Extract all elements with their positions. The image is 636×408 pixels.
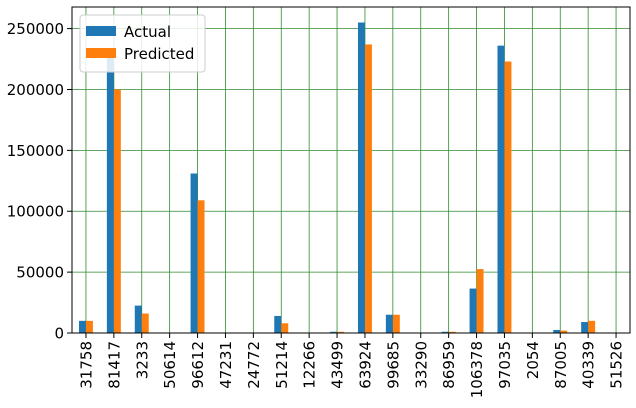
bar-actual-96612 (190, 173, 198, 333)
bar-predicted-87005 (560, 330, 568, 333)
x-tick-label: 24772 (245, 341, 263, 389)
x-tick-label: 86959 (440, 341, 458, 389)
legend-label-predicted: Predicted (124, 45, 194, 63)
bar-predicted-97035 (504, 61, 512, 333)
y-axis: 0 50000 100000 150000 200000 250000 (7, 20, 72, 343)
x-tick-label: 33290 (412, 341, 430, 389)
x-tick-label: 63924 (356, 341, 374, 389)
bar-actual-43499 (330, 331, 338, 333)
legend-label-actual: Actual (124, 23, 171, 41)
bar-actual-87005 (553, 329, 561, 333)
bar-predicted-43499 (337, 331, 345, 333)
bar-actual-51214 (274, 315, 282, 333)
bar-predicted-3233 (141, 313, 149, 333)
bar-actual-97035 (497, 45, 505, 334)
bar-predicted-99685 (392, 314, 400, 333)
y-tick-label: 250000 (7, 20, 64, 38)
bar-predicted-51214 (281, 323, 289, 333)
bar-actual-3233 (134, 305, 142, 333)
y-tick-label: 150000 (7, 142, 64, 160)
plot-frame (71, 6, 631, 334)
y-tick-label: 0 (54, 325, 64, 343)
bar-predicted-63924 (364, 44, 372, 333)
x-tick-label: 99685 (384, 341, 402, 389)
x-tick-label: 47231 (217, 341, 235, 389)
legend: Actual Predicted (79, 14, 206, 73)
bar-actual-81417 (106, 54, 114, 333)
y-tick-label: 100000 (7, 203, 64, 221)
x-tick-label: 43499 (329, 341, 347, 389)
y-tick-label: 200000 (7, 81, 64, 99)
y-tick-label: 50000 (16, 264, 64, 282)
x-tick-label: 51526 (608, 341, 626, 389)
x-tick-label: 40339 (580, 341, 598, 389)
bar-actual-99685 (385, 314, 393, 333)
bars (78, 22, 596, 334)
x-tick-label: 51214 (273, 341, 291, 389)
x-tick-label: 106378 (468, 341, 486, 398)
x-tick-label: 50614 (161, 341, 179, 389)
x-tick-label: 87005 (552, 341, 570, 389)
bar-actual-31758 (78, 320, 86, 333)
x-tick-label: 2054 (524, 341, 542, 379)
bar-actual-106378 (469, 288, 477, 333)
x-tick-label: 31758 (77, 341, 95, 389)
legend-swatch-actual (86, 26, 116, 36)
x-tick-label: 96612 (189, 341, 207, 389)
bar-predicted-96612 (197, 200, 205, 333)
x-axis: 31758 81417 3233 50614 96612 47231 24772 51214 1… (77, 333, 626, 398)
bar-predicted-31758 (85, 320, 93, 333)
bar-predicted-81417 (113, 89, 121, 334)
bar-actual-40339 (581, 322, 589, 333)
bar-actual-63924 (357, 22, 365, 334)
bar-predicted-106378 (476, 269, 484, 333)
bar-predicted-86959 (448, 331, 456, 333)
x-tick-label: 97035 (496, 341, 514, 389)
x-tick-label: 81417 (105, 341, 123, 389)
x-tick-label: 12266 (301, 341, 319, 389)
x-tick-label: 3233 (133, 341, 151, 379)
legend-swatch-predicted (86, 48, 116, 58)
bar-predicted-40339 (588, 320, 596, 333)
bar-actual-86959 (441, 331, 449, 333)
